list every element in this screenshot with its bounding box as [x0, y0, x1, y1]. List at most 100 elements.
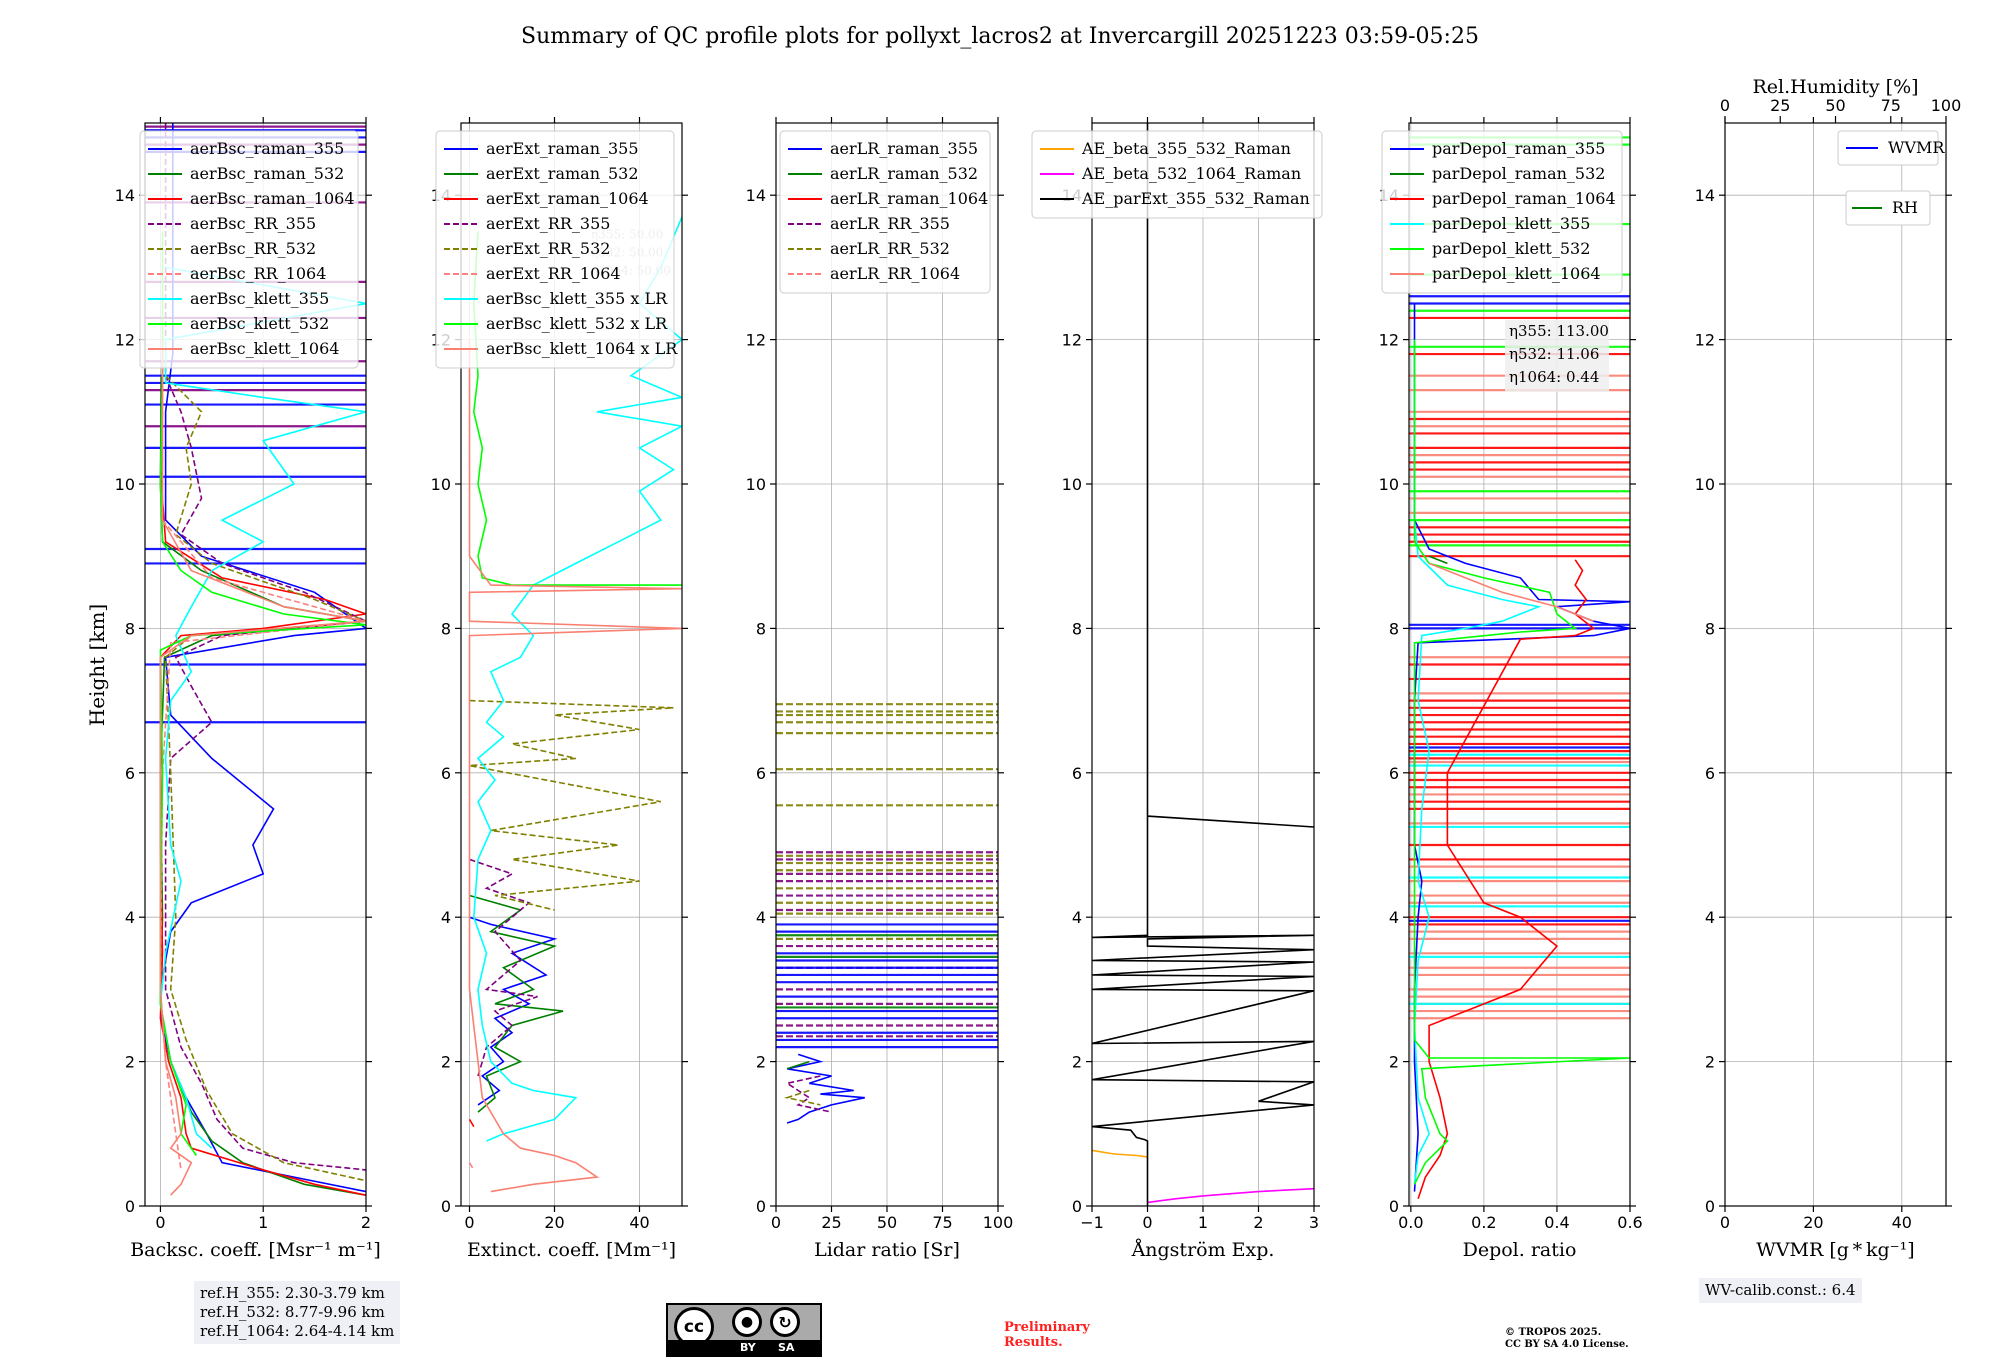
x-tick-label: 3	[1309, 1213, 1319, 1232]
plot-area-depol	[1409, 136, 1630, 1200]
panel-frame	[1724, 122, 1947, 1207]
legend-frame	[1837, 130, 1939, 166]
inset-label: η355: 113.00	[1509, 322, 1609, 340]
legend-depol: parDepol_raman_355 parDepol_raman_532 parD…	[1381, 130, 1623, 294]
y-tick-label: 2	[1705, 1053, 1715, 1072]
preliminary-note: Preliminary Results.	[1004, 1320, 1090, 1350]
x-tick-label: 2	[361, 1213, 371, 1232]
y-tick-label: 0	[1389, 1197, 1399, 1216]
attribution-icon: ●	[732, 1307, 762, 1337]
series-line-ae-beta-355-532-raman	[1092, 1149, 1148, 1158]
legend-label: aerLR_RR_355	[830, 214, 950, 233]
series-line-aerbsc-rr-355	[164, 123, 366, 1171]
y-tick-label: 12	[746, 331, 766, 350]
legend-wv: WVMR RH	[1837, 130, 1945, 226]
legend-bsc: aerBsc_raman_355 aerBsc_raman_532 aerBsc_r…	[139, 130, 359, 369]
x-tick-label: 100	[983, 1213, 1014, 1232]
y-tick-label: 10	[746, 475, 766, 494]
x-tick-label: 1	[258, 1213, 268, 1232]
y-tick-label: 4	[1072, 908, 1082, 927]
top-x-tick-label: 75	[1881, 96, 1901, 115]
legend-label: WVMR	[1888, 138, 1945, 157]
y-tick-label: 0	[756, 1197, 766, 1216]
x-tick-label: 0.0	[1398, 1213, 1423, 1232]
series-line-aerbsc-raman-355	[159, 123, 366, 1193]
panel-lr: 0 25 50 75 100 0 2 4 6 8 10 12 14 Lidar ratio [Sr] aer…	[746, 117, 1014, 1261]
x-tick-label: 20	[544, 1213, 564, 1232]
series-line-ae-beta-532-1064-raman	[1147, 1187, 1314, 1204]
y-tick-label: 0	[441, 1197, 451, 1216]
x-axis-label-ext: Extinct. coeff. [Mm⁻¹]	[467, 1239, 676, 1261]
legend-lr: aerLR_raman_355 aerLR_raman_532 aerLR_rama…	[779, 130, 991, 294]
series-line-aerext-raman-1064	[468, 1118, 475, 1128]
y-tick-label: 8	[1705, 619, 1715, 638]
legend-label: aerBsc_RR_532	[190, 239, 316, 258]
legend-label: aerExt_raman_532	[486, 164, 639, 183]
legend-label: aerExt_RR_355	[486, 214, 610, 233]
y-tick-label: 6	[756, 764, 766, 783]
y-tick-label: 0	[1705, 1197, 1715, 1216]
license-bar	[668, 1340, 820, 1355]
top-x-tick-label: 50	[1825, 96, 1845, 115]
legend-label: aerBsc_RR_1064	[190, 264, 326, 283]
legend-label: aerLR_raman_355	[830, 139, 978, 158]
legend-label: parDepol_raman_1064	[1432, 189, 1616, 208]
series-line-pardepol-klett-532	[1413, 339, 1630, 1185]
legend-label: parDepol_raman_532	[1432, 164, 1605, 183]
y-tick-label: 8	[1072, 619, 1082, 638]
legend-label: aerExt_raman_1064	[486, 189, 649, 208]
legend-frame	[435, 130, 675, 369]
legend-ae: AE_beta_355_532_Raman AE_beta_532_1064_Ra…	[1031, 130, 1323, 219]
y-tick-label: 10	[115, 475, 135, 494]
y-tick-label: 12	[1062, 331, 1082, 350]
series-line-aerbsc-klett-1064-x-lr	[468, 339, 682, 1193]
panel-frame	[144, 122, 367, 1207]
y-tick-label: 8	[125, 619, 135, 638]
legend-label: aerLR_raman_532	[830, 164, 978, 183]
legend-label: aerBsc_raman_1064	[190, 189, 355, 208]
legend-frame	[1845, 190, 1931, 226]
legend-frame	[1381, 130, 1623, 294]
y-tick-label: 2	[1389, 1053, 1399, 1072]
y-tick-label: 8	[441, 619, 451, 638]
series-line-pardepol-raman-1064	[1417, 559, 1596, 1200]
legend-label: aerBsc_raman_355	[190, 139, 344, 158]
y-axis-label: Height [km]	[85, 604, 109, 726]
legend-label: aerLR_RR_532	[830, 239, 950, 258]
legend-label: RH	[1892, 198, 1918, 217]
y-tick-label: 2	[441, 1053, 451, 1072]
y-tick-label: 12	[1379, 331, 1399, 350]
x-tick-label: 0	[1142, 1213, 1152, 1232]
series-line-aerext-rr-355	[469, 858, 538, 1077]
y-tick-label: 10	[1062, 475, 1082, 494]
series-line-aerext-raman-532	[469, 894, 564, 1113]
top-x-tick-label: 0	[1720, 96, 1730, 115]
legend-frame	[139, 130, 359, 369]
x-tick-label: 0.4	[1544, 1213, 1569, 1232]
top-x-tick-label: 100	[1931, 96, 1962, 115]
legend-label: aerBsc_raman_532	[190, 164, 344, 183]
preliminary-line-2: Results.	[1004, 1335, 1063, 1350]
y-tick-label: 4	[125, 908, 135, 927]
series-line-aerbsc-klett-355-x-lr	[472, 216, 682, 1142]
x-tick-label: 0.6	[1617, 1213, 1642, 1232]
series-line-pardepol-klett-355	[1413, 339, 1542, 1185]
y-tick-label: 6	[1389, 764, 1399, 783]
legend-frame	[1031, 130, 1323, 219]
x-tick-label: 0	[155, 1213, 165, 1232]
legend-label: aerExt_RR_1064	[486, 264, 621, 283]
y-tick-label: 10	[1695, 475, 1715, 494]
y-tick-label: 4	[756, 908, 766, 927]
wv-calibration-constant: WV-calib.const.: 6.4	[1705, 1281, 1856, 1299]
legend-label: aerBsc_klett_355 x LR	[486, 289, 668, 308]
plot-area-ae	[1092, 123, 1314, 1206]
legend-label: aerBsc_RR_355	[190, 214, 316, 233]
legend-frame	[779, 130, 991, 294]
y-tick-label: 6	[1072, 764, 1082, 783]
top-axis-label: Rel.Humidity [%]	[1752, 76, 1918, 98]
legend-label: aerBsc_klett_1064	[190, 339, 339, 358]
wv-calibration-box: WV-calib.const.: 6.4	[1699, 1278, 1862, 1303]
copyright-note: © TROPOS 2025. CC BY SA 4.0 License.	[1505, 1327, 1629, 1351]
series-line-pardepol-raman-532	[1428, 555, 1448, 565]
